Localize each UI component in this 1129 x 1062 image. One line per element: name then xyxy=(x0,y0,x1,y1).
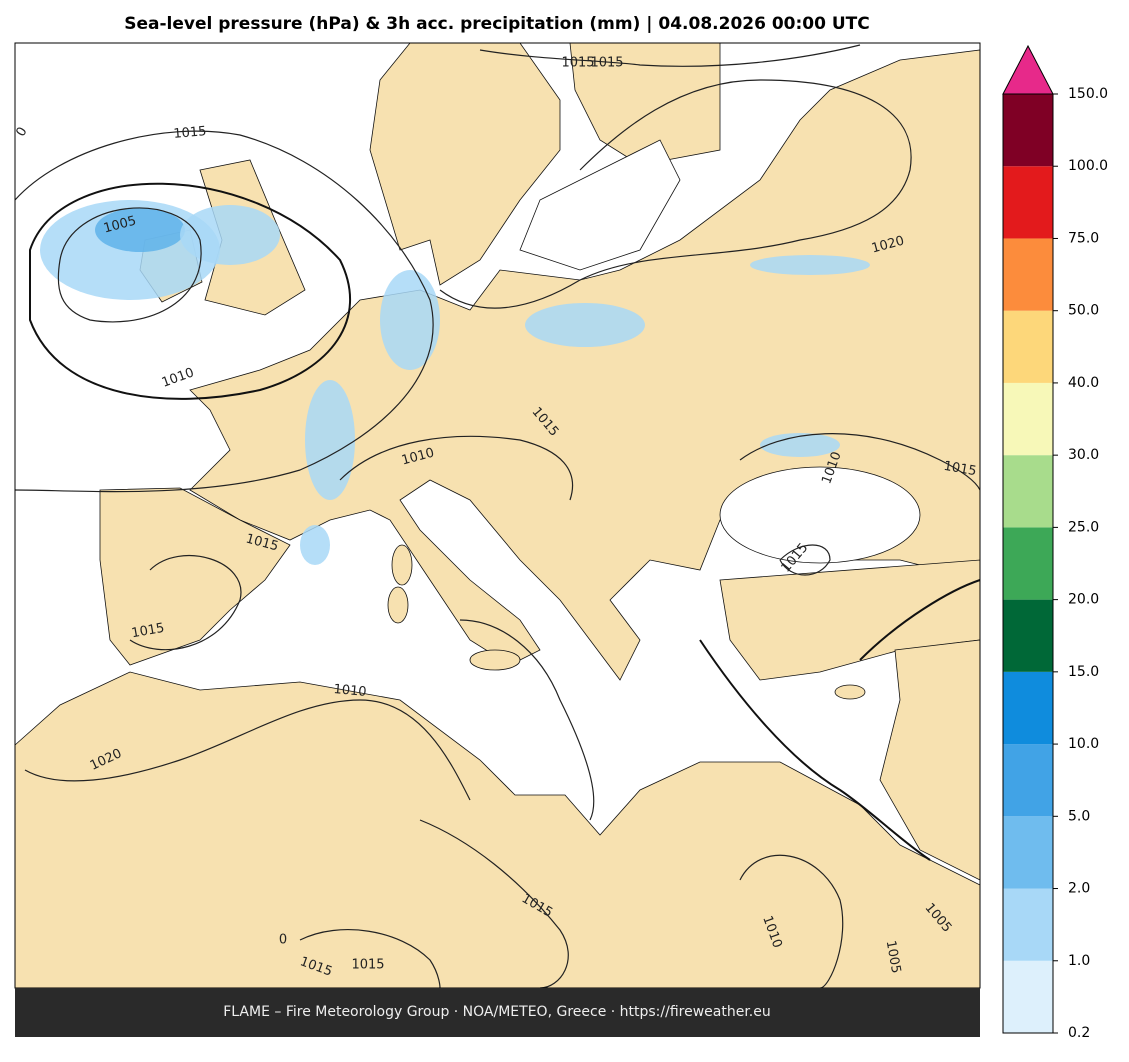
colorbar-tick-label: 0.2 xyxy=(1068,1025,1090,1041)
colorbar-tick-label: 40.0 xyxy=(1068,375,1099,391)
contour-label: 1015 xyxy=(561,56,594,71)
colorbar-band xyxy=(1003,960,1053,1033)
contour-label: 1015 xyxy=(130,621,165,642)
colorbar-band xyxy=(1003,310,1053,383)
colorbar-tick-label: 25.0 xyxy=(1068,519,1099,535)
contour-labels: 1015101510051010101510101015101510101015… xyxy=(13,56,977,980)
colorbar-frame xyxy=(1002,93,1054,1034)
colorbar-band xyxy=(1003,816,1053,889)
map xyxy=(14,42,981,989)
colorbar-tick-label: 15.0 xyxy=(1068,664,1099,680)
colorbar-extend xyxy=(1002,44,1054,95)
colorbar-band xyxy=(1003,382,1053,456)
contour-label: 1010 xyxy=(333,682,367,700)
colorbar-tick-label: 1.0 xyxy=(1068,953,1090,969)
contour-label: 0 xyxy=(279,933,287,948)
colorbar-band xyxy=(1003,744,1053,817)
colorbar-tick-label: 2.0 xyxy=(1068,881,1090,897)
colorbar-band xyxy=(1003,888,1053,961)
colorbar-tick-label: 20.0 xyxy=(1068,592,1099,608)
title: Sea-level pressure (hPa) & 3h acc. preci… xyxy=(124,14,870,34)
colorbar-tick-label: 150.0 xyxy=(1068,86,1108,102)
contour-label: 1015 xyxy=(942,459,977,480)
footer: FLAME – Fire Meteorology Group · NOA/MET… xyxy=(223,1004,771,1020)
contour-label: 1015 xyxy=(590,56,623,71)
colorbar-tick-label: 50.0 xyxy=(1068,303,1099,319)
colorbar-tick-label: 10.0 xyxy=(1068,736,1099,752)
colorbar-band xyxy=(1003,527,1053,600)
contour-label: 1015 xyxy=(351,958,384,973)
colorbar-band xyxy=(1003,455,1053,528)
contour-label: 1015 xyxy=(173,124,207,142)
footer-bar xyxy=(15,988,980,1037)
colorbar-tick-label: 30.0 xyxy=(1068,447,1099,463)
colorbar-tick-label: 100.0 xyxy=(1068,158,1108,174)
colorbar-tick-label: 75.0 xyxy=(1068,230,1099,246)
colorbar-band xyxy=(1003,599,1053,672)
colorbar-band xyxy=(1003,94,1053,167)
colorbar-band xyxy=(1003,166,1053,239)
colorbar-tick-label: 5.0 xyxy=(1068,808,1090,824)
contour-label: 1005 xyxy=(883,939,904,974)
colorbar-band xyxy=(1003,238,1053,311)
colorbar-band xyxy=(1003,671,1053,745)
colorbar: 0.2 1.0 2.0 5.0 10.0 15.0 20.0 25.0 30.0 40.0 50.0… xyxy=(1002,44,1108,1041)
